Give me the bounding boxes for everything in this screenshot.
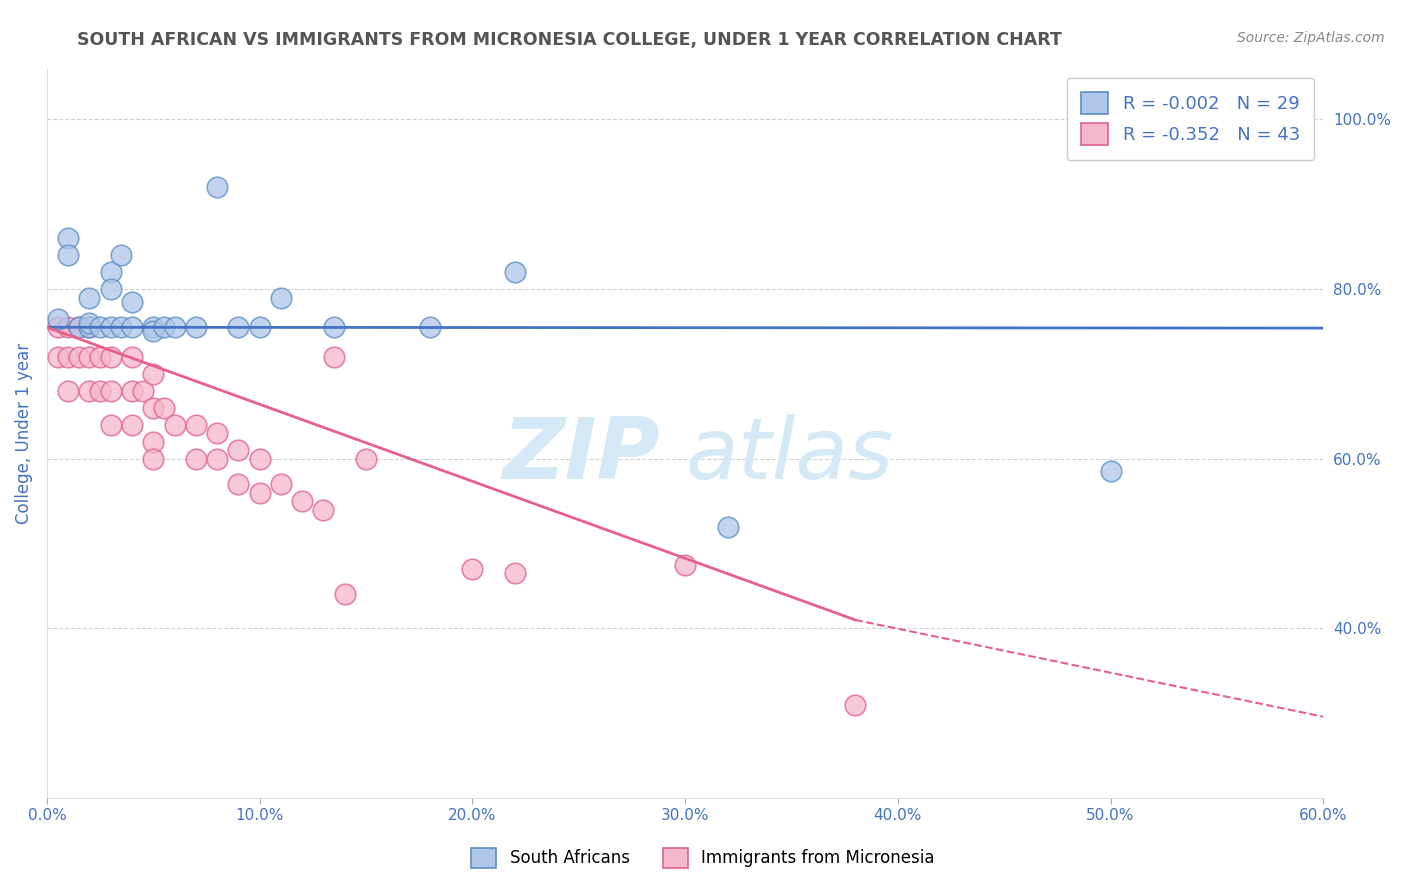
- Point: [56, 231, 79, 245]
- Point: [89, 320, 111, 334]
- Point: [228, 477, 250, 491]
- Point: [323, 320, 346, 334]
- Point: [184, 417, 207, 432]
- Point: [184, 451, 207, 466]
- Point: [110, 320, 132, 334]
- Point: [153, 320, 176, 334]
- Point: [844, 698, 866, 712]
- Point: [142, 451, 165, 466]
- Point: [131, 384, 153, 398]
- Point: [142, 401, 165, 415]
- Point: [100, 282, 122, 296]
- Point: [56, 320, 79, 334]
- Point: [205, 426, 228, 441]
- Point: [291, 494, 314, 508]
- Point: [249, 451, 271, 466]
- Text: ZIP: ZIP: [502, 414, 659, 497]
- Point: [1099, 465, 1122, 479]
- Point: [205, 451, 228, 466]
- Point: [79, 350, 101, 364]
- Point: [79, 316, 101, 330]
- Point: [312, 502, 335, 516]
- Text: Source: ZipAtlas.com: Source: ZipAtlas.com: [1237, 31, 1385, 45]
- Point: [121, 320, 143, 334]
- Point: [354, 451, 377, 466]
- Point: [142, 320, 165, 334]
- Point: [79, 384, 101, 398]
- Point: [461, 562, 484, 576]
- Point: [249, 320, 271, 334]
- Point: [89, 350, 111, 364]
- Point: [419, 320, 441, 334]
- Point: [503, 265, 526, 279]
- Point: [56, 248, 79, 262]
- Point: [56, 384, 79, 398]
- Point: [79, 320, 101, 334]
- Point: [100, 320, 122, 334]
- Point: [100, 417, 122, 432]
- Point: [121, 350, 143, 364]
- Legend: R = -0.002   N = 29, R = -0.352   N = 43: R = -0.002 N = 29, R = -0.352 N = 43: [1067, 78, 1315, 160]
- Point: [333, 587, 356, 601]
- Text: atlas: atlas: [685, 414, 893, 497]
- Point: [142, 367, 165, 381]
- Point: [270, 291, 292, 305]
- Point: [89, 384, 111, 398]
- Point: [205, 180, 228, 194]
- Point: [717, 519, 740, 533]
- Point: [46, 350, 69, 364]
- Point: [67, 320, 90, 334]
- Point: [121, 417, 143, 432]
- Point: [323, 350, 346, 364]
- Point: [184, 320, 207, 334]
- Point: [46, 311, 69, 326]
- Point: [121, 294, 143, 309]
- Point: [163, 417, 186, 432]
- Point: [142, 434, 165, 449]
- Point: [110, 248, 132, 262]
- Y-axis label: College, Under 1 year: College, Under 1 year: [15, 343, 32, 524]
- Point: [121, 384, 143, 398]
- Point: [67, 320, 90, 334]
- Point: [249, 485, 271, 500]
- Point: [228, 443, 250, 458]
- Point: [163, 320, 186, 334]
- Point: [100, 384, 122, 398]
- Point: [270, 477, 292, 491]
- Point: [153, 401, 176, 415]
- Point: [79, 320, 101, 334]
- Point: [67, 350, 90, 364]
- Text: SOUTH AFRICAN VS IMMIGRANTS FROM MICRONESIA COLLEGE, UNDER 1 YEAR CORRELATION CH: SOUTH AFRICAN VS IMMIGRANTS FROM MICRONE…: [77, 31, 1062, 49]
- Point: [503, 566, 526, 581]
- Legend: South Africans, Immigrants from Micronesia: South Africans, Immigrants from Micrones…: [464, 841, 942, 875]
- Point: [79, 291, 101, 305]
- Point: [673, 558, 696, 572]
- Point: [100, 350, 122, 364]
- Point: [228, 320, 250, 334]
- Point: [46, 320, 69, 334]
- Point: [100, 265, 122, 279]
- Point: [142, 325, 165, 339]
- Point: [56, 350, 79, 364]
